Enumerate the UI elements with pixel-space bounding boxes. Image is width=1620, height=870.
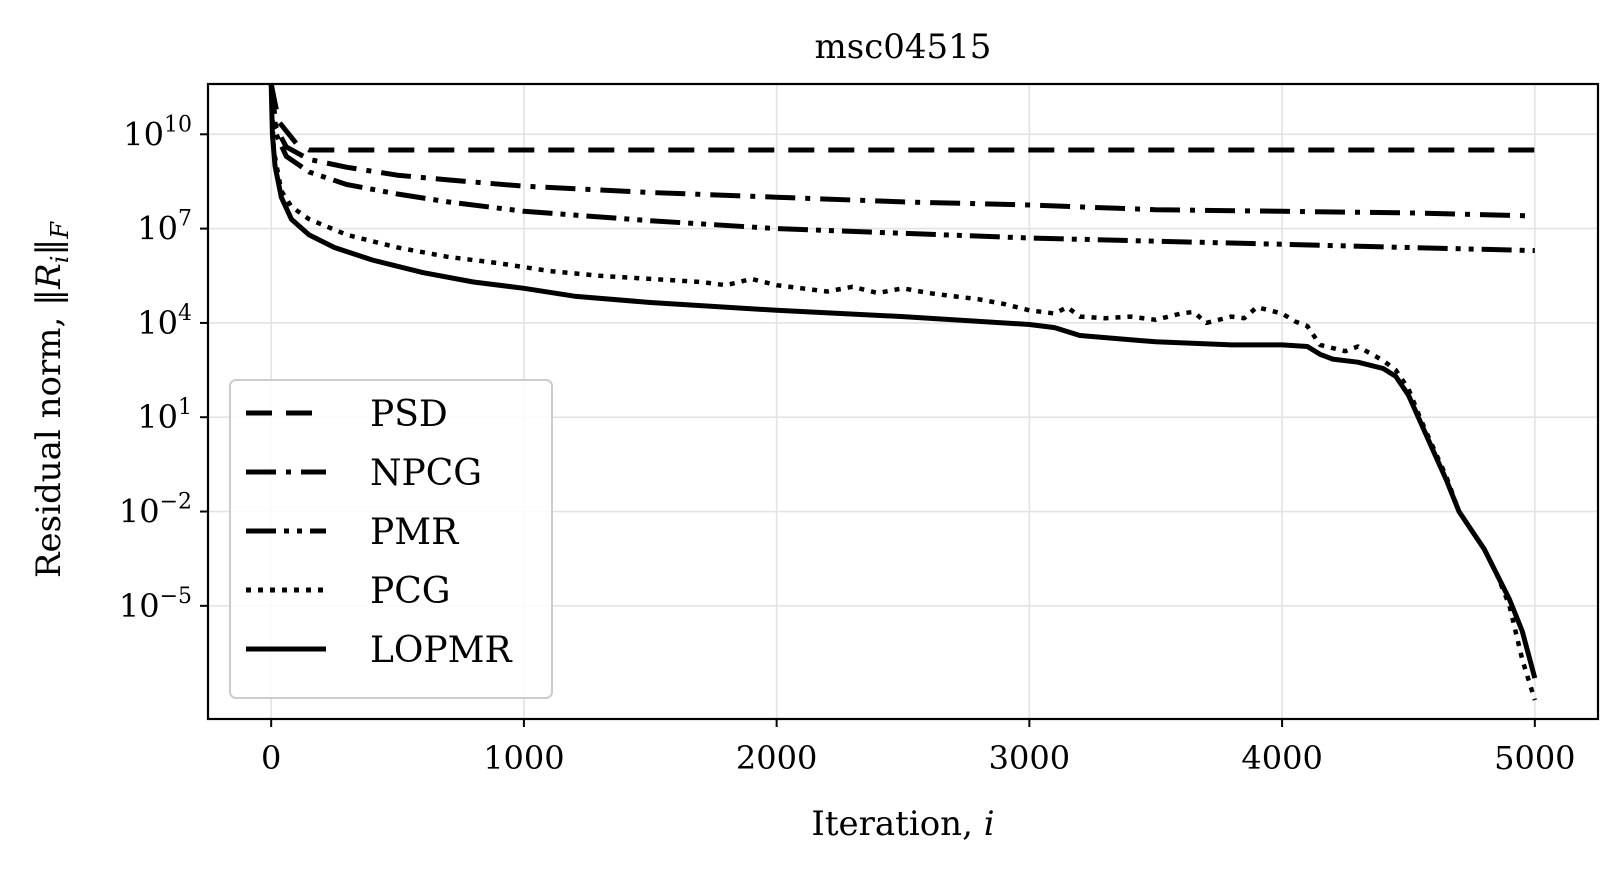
x-tick-label: 5000 xyxy=(1494,739,1575,777)
chart-title: msc04515 xyxy=(815,27,992,67)
legend-label-npcg: NPCG xyxy=(370,453,482,494)
y-tick-label: 107 xyxy=(137,207,192,248)
legend: PSD NPCG PMR PCG LOPMR xyxy=(229,379,553,699)
legend-label-pcg: PCG xyxy=(370,571,451,612)
series-line-pcg xyxy=(268,83,1537,701)
y-tick-label: 10−2 xyxy=(119,490,192,531)
y-axis-label: Residual norm, ‖Ri‖F xyxy=(29,221,74,578)
y-tick-label: 101 xyxy=(137,395,192,436)
x-axis-label: Iteration, i xyxy=(811,804,994,844)
y-tick-label: 10−5 xyxy=(119,584,192,625)
legend-label-psd: PSD xyxy=(370,394,448,435)
x-tick-label: 2000 xyxy=(736,739,817,777)
legend-label-pmr: PMR xyxy=(370,512,459,553)
y-tick-label: 1010 xyxy=(123,112,192,153)
y-tick-label: 104 xyxy=(137,301,192,342)
series-line-lopmr xyxy=(268,83,1538,679)
x-tick-label: 1000 xyxy=(483,739,564,777)
series-layer xyxy=(268,83,1538,701)
x-tick-label: 3000 xyxy=(989,739,1070,777)
x-axis: 0 1000 2000 3000 4000 5000 xyxy=(261,719,1576,777)
y-axis: 1010 107 104 101 10−2 10−5 xyxy=(119,112,208,625)
x-tick-label: 4000 xyxy=(1241,739,1322,777)
legend-label-lopmr: LOPMR xyxy=(370,630,513,671)
legend-box xyxy=(229,379,553,699)
series-line-pmr xyxy=(268,83,1535,254)
series-line-npcg xyxy=(268,83,1535,219)
plot-frame xyxy=(206,82,1600,721)
x-tick-label: 0 xyxy=(261,739,281,777)
series-line-psd xyxy=(268,83,1535,153)
